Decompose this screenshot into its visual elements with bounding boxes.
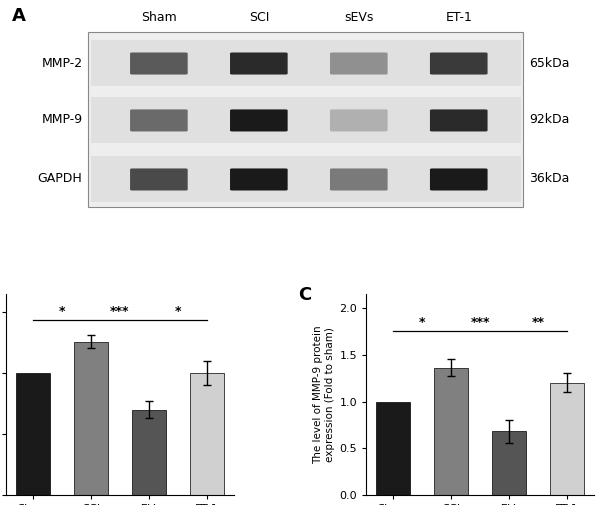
Text: MMP-9: MMP-9	[41, 114, 82, 126]
FancyBboxPatch shape	[91, 39, 521, 86]
FancyBboxPatch shape	[330, 110, 388, 131]
FancyBboxPatch shape	[430, 169, 488, 190]
Text: ET-1: ET-1	[445, 12, 472, 24]
FancyBboxPatch shape	[230, 53, 287, 75]
Text: 36kDa: 36kDa	[529, 173, 569, 185]
Bar	[550, 383, 584, 495]
Text: *: *	[59, 306, 65, 319]
Bar	[132, 410, 166, 495]
FancyBboxPatch shape	[230, 169, 287, 190]
Bar	[434, 368, 468, 495]
FancyBboxPatch shape	[430, 53, 488, 75]
Text: **: **	[532, 316, 544, 329]
Text: *: *	[419, 316, 425, 329]
Text: MMP-2: MMP-2	[41, 57, 82, 70]
Bar	[492, 431, 526, 495]
Text: 92kDa: 92kDa	[529, 114, 569, 126]
Text: *: *	[175, 306, 181, 319]
Bar	[376, 401, 410, 495]
Bar	[74, 341, 108, 495]
Text: Sham: Sham	[141, 12, 177, 24]
Text: A: A	[12, 7, 26, 25]
FancyBboxPatch shape	[430, 110, 488, 131]
FancyBboxPatch shape	[330, 53, 388, 75]
Text: C: C	[298, 286, 311, 304]
Bar	[190, 373, 224, 495]
Text: sEVs: sEVs	[344, 12, 373, 24]
Text: 65kDa: 65kDa	[529, 57, 570, 70]
Text: ***: ***	[470, 316, 490, 329]
Y-axis label: The level of MMP-9 protein
expression (Fold to sham): The level of MMP-9 protein expression (F…	[314, 325, 335, 464]
FancyBboxPatch shape	[330, 169, 388, 190]
Bar	[16, 373, 50, 495]
Text: SCI: SCI	[248, 12, 269, 24]
FancyBboxPatch shape	[130, 110, 188, 131]
FancyBboxPatch shape	[91, 156, 521, 203]
FancyBboxPatch shape	[88, 32, 523, 208]
Text: ***: ***	[110, 306, 130, 319]
FancyBboxPatch shape	[130, 169, 188, 190]
FancyBboxPatch shape	[230, 110, 287, 131]
Text: GAPDH: GAPDH	[38, 173, 82, 185]
FancyBboxPatch shape	[91, 96, 521, 143]
FancyBboxPatch shape	[130, 53, 188, 75]
